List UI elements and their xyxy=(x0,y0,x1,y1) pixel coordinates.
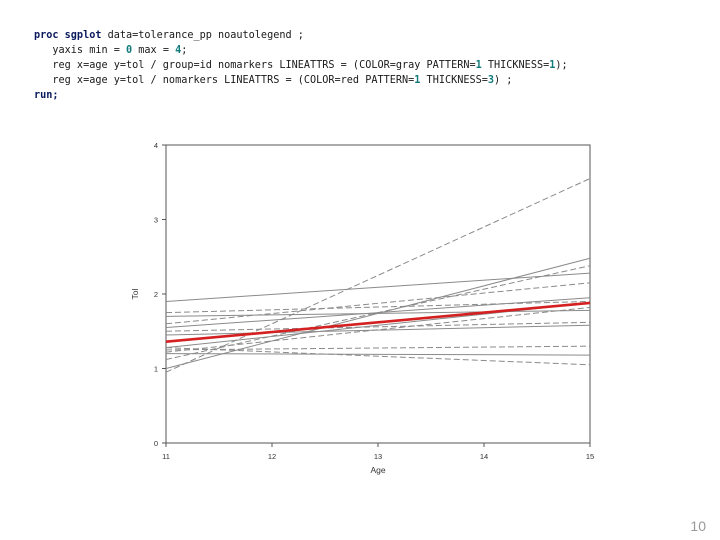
code-token: 3 xyxy=(487,75,495,86)
code-token: 1 xyxy=(549,60,556,71)
individual-regression-line xyxy=(165,321,591,332)
code-token: THICKNESS= xyxy=(481,60,550,71)
code-token: ; xyxy=(181,45,188,56)
individual-regression-line xyxy=(165,353,591,356)
code-line: proc sgplot data=tolerance_pp noautolege… xyxy=(34,28,568,43)
code-token: THICKNESS= xyxy=(420,75,488,86)
code-token: ) ; xyxy=(494,75,513,86)
code-line: reg x=age y=tol / nomarkers LINEATTRS = … xyxy=(34,73,568,88)
individual-regression-line xyxy=(165,282,591,325)
y-axis: 0 1 2 3 4 xyxy=(154,141,166,448)
code-token: max = xyxy=(132,45,176,56)
x-axis: 11 12 13 14 15 xyxy=(162,443,594,461)
code-token: reg x=age y=tol / nomarkers LINEATTRS = … xyxy=(34,75,415,86)
individual-regression-line xyxy=(165,309,591,317)
code-token: 4 xyxy=(175,45,182,56)
y-tick-label: 0 xyxy=(154,439,158,448)
code-token: yaxis min = xyxy=(34,45,127,56)
x-axis-label: Age xyxy=(370,465,385,475)
average-trajectory xyxy=(165,301,591,343)
x-tick-label: 11 xyxy=(162,452,170,461)
y-tick-label: 4 xyxy=(154,141,158,150)
code-token: 0 xyxy=(126,45,133,56)
y-axis-label: Tol xyxy=(130,288,140,299)
plot-area xyxy=(165,144,591,444)
code-token: 1 xyxy=(414,75,421,86)
sas-code-block: proc sgplot data=tolerance_pp noautolege… xyxy=(34,28,568,103)
y-tick-label: 3 xyxy=(154,216,158,225)
code-token: proc sgplot xyxy=(34,30,102,41)
individual-regression-line xyxy=(165,272,591,302)
individual-regression-line xyxy=(165,297,591,329)
y-tick-label: 1 xyxy=(154,365,158,374)
individual-trajectories xyxy=(165,178,591,373)
code-token: run; xyxy=(34,90,59,101)
code-line: yaxis min = 0 max = 4; xyxy=(34,43,568,58)
code-token: reg x=age y=tol / group=id nomarkers LIN… xyxy=(34,60,476,71)
slide-number: 10 xyxy=(690,518,706,534)
x-tick-label: 13 xyxy=(374,452,382,461)
average-regression-line xyxy=(165,301,591,343)
code-line: reg x=age y=tol / group=id nomarkers LIN… xyxy=(34,58,568,73)
x-tick-label: 14 xyxy=(480,452,488,461)
individual-regression-line xyxy=(165,306,591,353)
individual-regression-line xyxy=(165,300,591,314)
individual-regression-line xyxy=(165,347,591,366)
individual-regression-line xyxy=(165,324,591,336)
x-tick-label: 12 xyxy=(268,452,276,461)
code-token: 1 xyxy=(475,60,482,71)
individual-regression-line xyxy=(165,345,591,351)
code-token: ); xyxy=(555,60,568,71)
code-token: data=tolerance_pp noautolegend ; xyxy=(101,30,304,41)
y-tick-label: 2 xyxy=(154,290,158,299)
code-line: run; xyxy=(34,88,568,103)
x-tick-label: 15 xyxy=(586,452,594,461)
